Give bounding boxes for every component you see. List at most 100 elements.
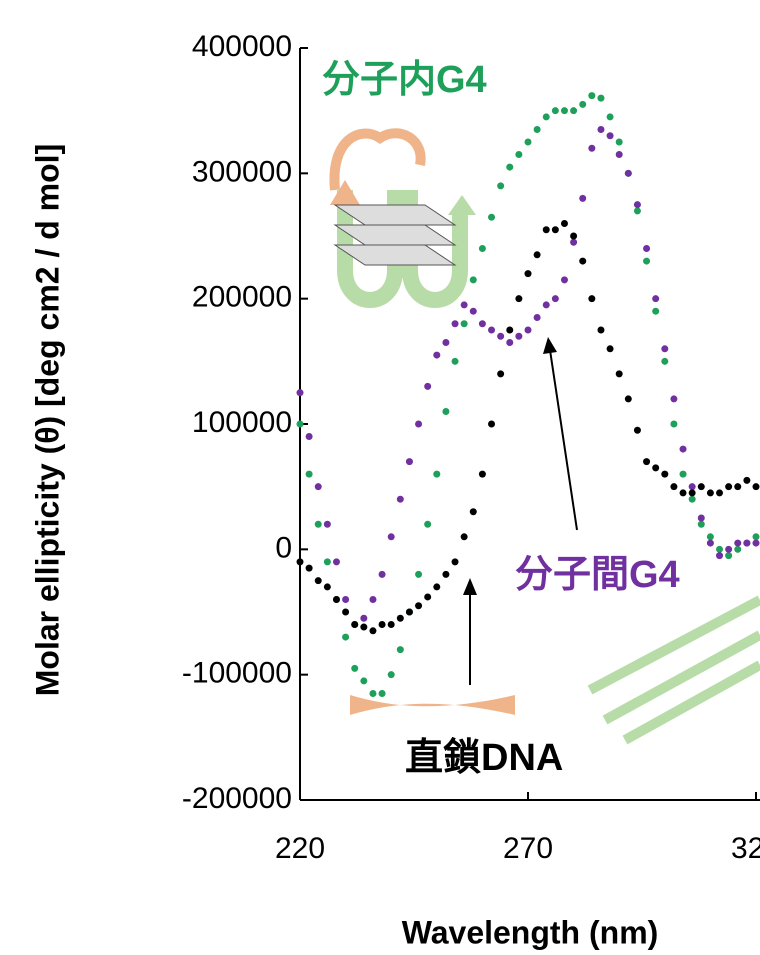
data-point xyxy=(424,383,431,390)
data-point xyxy=(488,214,495,221)
data-point xyxy=(570,233,577,240)
annotation: 分子間G4 xyxy=(515,554,680,596)
data-point xyxy=(552,226,559,233)
data-point xyxy=(689,496,696,503)
data-point xyxy=(397,496,404,503)
data-point xyxy=(652,308,659,315)
data-point xyxy=(579,258,586,265)
data-point xyxy=(607,113,614,120)
data-point xyxy=(369,627,376,634)
y-tick-label: 400000 xyxy=(192,30,292,63)
data-point xyxy=(433,352,440,359)
g4-icon xyxy=(330,133,476,300)
data-point xyxy=(488,327,495,334)
data-point xyxy=(479,245,486,252)
data-point xyxy=(534,314,541,321)
y-tick-label: 0 xyxy=(275,531,292,564)
data-point xyxy=(597,126,604,133)
data-point xyxy=(506,339,513,346)
data-point xyxy=(515,151,522,158)
data-point xyxy=(315,577,322,584)
y-tick-label: 300000 xyxy=(192,155,292,188)
data-point xyxy=(379,571,386,578)
data-point xyxy=(753,540,760,547)
data-point xyxy=(552,295,559,302)
data-point xyxy=(680,489,687,496)
data-point xyxy=(689,483,696,490)
data-point xyxy=(324,583,331,590)
y-tick-label: 100000 xyxy=(192,406,292,439)
data-point xyxy=(670,421,677,428)
data-point xyxy=(661,471,668,478)
x-axis-label: Wavelength (nm) xyxy=(402,914,659,950)
data-point xyxy=(442,408,449,415)
data-point xyxy=(597,327,604,334)
data-point xyxy=(342,609,349,616)
data-point xyxy=(525,327,532,334)
data-point xyxy=(616,370,623,377)
data-point xyxy=(689,489,696,496)
data-point xyxy=(397,615,404,622)
data-point xyxy=(388,621,395,628)
data-point xyxy=(515,333,522,340)
arrowhead xyxy=(463,578,477,595)
data-point xyxy=(424,521,431,528)
data-point xyxy=(616,151,623,158)
data-point xyxy=(625,395,632,402)
data-point xyxy=(406,458,413,465)
data-point xyxy=(652,295,659,302)
data-point xyxy=(734,540,741,547)
data-point xyxy=(716,552,723,559)
data-point xyxy=(497,370,504,377)
data-point xyxy=(397,646,404,653)
data-point xyxy=(698,515,705,522)
data-point xyxy=(570,239,577,246)
data-point xyxy=(442,339,449,346)
y-tick-label: -200000 xyxy=(182,782,292,815)
data-point xyxy=(497,182,504,189)
data-point xyxy=(342,596,349,603)
data-point xyxy=(470,508,477,515)
data-point xyxy=(561,276,568,283)
data-point xyxy=(707,540,714,547)
data-point xyxy=(597,95,604,102)
data-point xyxy=(661,358,668,365)
data-point xyxy=(415,571,422,578)
data-point xyxy=(753,533,760,540)
data-point xyxy=(543,226,550,233)
data-point xyxy=(479,320,486,327)
data-point xyxy=(588,145,595,152)
x-tick-label: 320 xyxy=(731,832,760,865)
data-point xyxy=(351,665,358,672)
data-point xyxy=(670,395,677,402)
annotation: 分子内G4 xyxy=(322,59,487,101)
data-point xyxy=(743,477,750,484)
duplex-icon xyxy=(350,695,515,715)
data-point xyxy=(753,483,760,490)
data-point xyxy=(488,421,495,428)
data-point xyxy=(570,107,577,114)
data-point xyxy=(497,333,504,340)
data-point xyxy=(470,276,477,283)
data-point xyxy=(698,521,705,528)
data-point xyxy=(342,634,349,641)
data-point xyxy=(534,251,541,258)
data-point xyxy=(607,132,614,139)
data-point xyxy=(360,677,367,684)
data-point xyxy=(561,220,568,227)
data-point xyxy=(360,624,367,631)
data-point xyxy=(525,139,532,146)
data-point xyxy=(324,558,331,565)
data-point xyxy=(707,489,714,496)
data-point xyxy=(452,558,459,565)
data-point xyxy=(479,471,486,478)
data-point xyxy=(297,558,304,565)
data-point xyxy=(442,571,449,578)
data-point xyxy=(588,92,595,99)
y-axis-label: Molar ellipticity (θ) [deg cm2 / d mol] xyxy=(29,144,65,696)
data-point xyxy=(725,546,732,553)
data-point xyxy=(643,245,650,252)
data-point xyxy=(415,421,422,428)
data-point xyxy=(461,320,468,327)
data-point xyxy=(634,427,641,434)
